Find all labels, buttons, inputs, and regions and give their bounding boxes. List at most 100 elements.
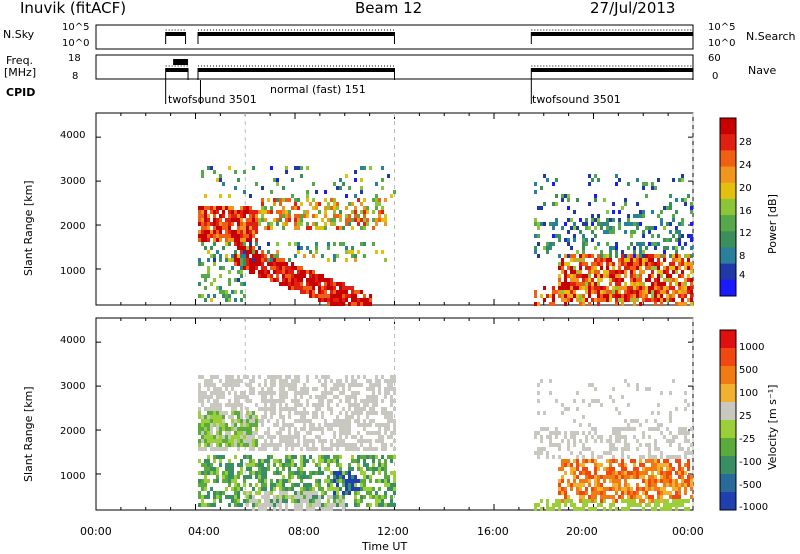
power-cell-211 [240, 262, 243, 266]
power-cell-859 [567, 206, 570, 210]
velocity-cell-94 [210, 391, 213, 395]
power-cell-274 [252, 230, 255, 234]
velocity-cell-1297 [387, 483, 390, 487]
velocity-cell-1534 [591, 487, 594, 491]
power-cell-1159 [630, 234, 633, 238]
power-cell-1088 [615, 182, 618, 186]
velocity-cell-180 [219, 495, 222, 499]
power-cell-1278 [651, 270, 654, 274]
velocity-cell-348 [246, 399, 249, 403]
velocity-cell-1691 [627, 423, 630, 427]
power-cell-876 [570, 254, 573, 258]
power-cell-816 [555, 218, 558, 222]
velocity-cell-1075 [351, 483, 354, 487]
velocity-cell-1126 [360, 443, 363, 447]
velocity-cell-644 [288, 415, 291, 419]
velocity-cell-161 [219, 387, 222, 391]
power-cell-739 [375, 198, 378, 202]
velocity-cell-692 [294, 435, 297, 439]
velocity-cell-1197 [372, 403, 375, 407]
velocity-cell-167 [219, 415, 222, 419]
power-cell-1320 [660, 270, 663, 274]
velocity-cell-1426 [567, 407, 570, 411]
power-cell-619 [336, 302, 339, 306]
power-cell-1409 [678, 274, 681, 278]
velocity-cell-824 [315, 395, 318, 399]
power-cell-1118 [621, 206, 624, 210]
velocity-cell-1063 [351, 395, 354, 399]
velocity-cell-122 [213, 419, 216, 423]
power-cell-379 [279, 214, 282, 218]
velocity-cell-1011 [342, 475, 345, 479]
power-cell-1152 [627, 266, 630, 270]
velocity-cell-204 [225, 423, 228, 427]
velocity-cell-1097 [354, 503, 357, 507]
velocity-cell-1704 [627, 507, 630, 511]
velocity-cell-1348 [537, 399, 540, 403]
power-cell-858 [567, 198, 570, 202]
velocity-cell-1158 [366, 411, 369, 415]
power-cell-529 [315, 226, 318, 230]
power-cell-1179 [633, 258, 636, 262]
power-cell-1010 [597, 274, 600, 278]
velocity-cell-1048 [348, 431, 351, 435]
velocity-cell-1068 [351, 443, 354, 447]
velocity-cell-790 [309, 423, 312, 427]
velocity-cell-249 [231, 427, 234, 431]
power-cell-850 [564, 278, 567, 282]
power-cell-351 [273, 178, 276, 182]
velocity-cell-1710 [630, 487, 633, 491]
power-cell-1109 [618, 266, 621, 270]
power-cell-1233 [642, 250, 645, 254]
velocity-cell-1211 [375, 379, 378, 383]
power-cell-1178 [633, 254, 636, 258]
velocity-cell-1246 [381, 375, 384, 379]
velocity-cell-1911 [675, 479, 678, 483]
velocity-cell-1277 [384, 471, 387, 475]
velocity-cell-1684 [624, 483, 627, 487]
velocity-cell-1199 [372, 411, 375, 415]
velocity-cell-67 [207, 379, 210, 383]
power-cell-737 [375, 182, 378, 186]
power-cell-245 [246, 246, 249, 250]
velocity-cell-549 [273, 495, 276, 499]
power-cell-637 [342, 286, 345, 290]
power-cell-1180 [633, 262, 636, 266]
velocity-cell-609 [282, 467, 285, 471]
power-cell-965 [588, 282, 591, 286]
velocity-cell-1268 [384, 415, 387, 419]
power-cell-702 [360, 210, 363, 214]
velocity-cell-1585 [603, 495, 606, 499]
power-cell-59 [210, 210, 213, 214]
xtick-5: 20:00 [566, 525, 598, 538]
power-cell-461 [297, 270, 300, 274]
velocity-cell-1516 [588, 431, 591, 435]
velocity-cell-986 [339, 431, 342, 435]
velocity-cell-1094 [354, 491, 357, 495]
velocity-cell-976 [336, 499, 339, 503]
velocity-cell-405 [252, 459, 255, 463]
power-cell-1273 [651, 242, 654, 246]
power-cell-865 [567, 262, 570, 266]
power-cell-1264 [648, 278, 651, 282]
velocity-cell-235 [228, 479, 231, 483]
velocity-cell-1102 [357, 407, 360, 411]
power-cell-935 [582, 274, 585, 278]
velocity-cell-1628 [612, 503, 615, 507]
velocity-cell-1620 [612, 467, 615, 471]
velocity-cell-338 [243, 443, 246, 447]
velocity-cell-958 [336, 395, 339, 399]
velocity-cell-1680 [624, 467, 627, 471]
velocity-cell-333 [243, 423, 246, 427]
power-ytick-4000: 4000 [60, 130, 86, 141]
velocity-cell-105 [210, 439, 213, 443]
power-cell-1404 [678, 242, 681, 246]
power-cbar-swatch-6 [720, 215, 736, 232]
power-cell-1465 [690, 270, 693, 274]
power-cell-85 [216, 210, 219, 214]
power-cell-590 [330, 298, 333, 302]
power-cell-265 [249, 262, 252, 266]
power-cell-516 [312, 254, 315, 258]
beam-title: Beam 12 [355, 0, 423, 17]
velocity-cell-1748 [639, 495, 642, 499]
